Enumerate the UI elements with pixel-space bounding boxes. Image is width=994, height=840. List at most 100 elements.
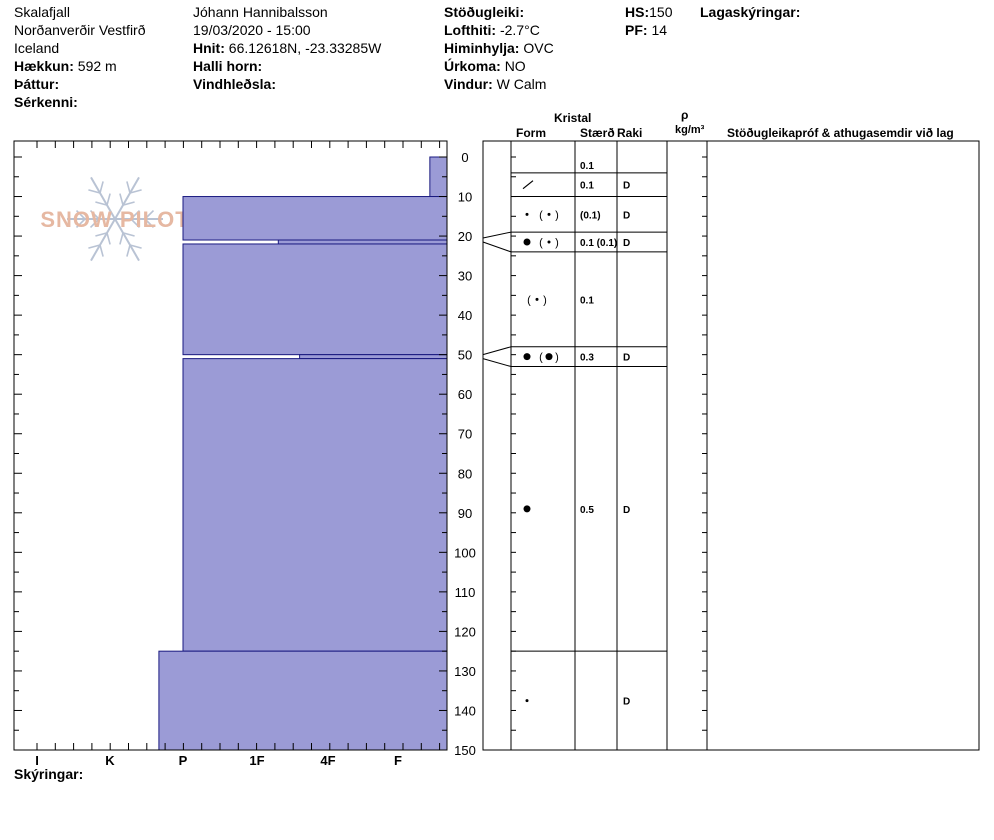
snowflake-branch	[75, 209, 86, 220]
hardness-tick-label: K	[105, 753, 115, 768]
snowflake-branch	[119, 232, 124, 245]
hardness-bar	[277, 239, 448, 245]
snowflake-branch	[95, 201, 108, 206]
hs-value: 150	[649, 4, 673, 20]
layers-label: Lagaskýringar:	[700, 4, 801, 20]
pf-row: PF: 14	[625, 22, 667, 38]
snowflake-branch	[130, 209, 141, 220]
moisture-label: D	[623, 505, 630, 516]
snowflake-branch	[122, 201, 135, 206]
snowflake-branch	[122, 232, 135, 237]
moisture-label: D	[623, 181, 630, 192]
snowflake-arm	[114, 176, 140, 220]
snowflake-branch	[89, 209, 100, 220]
snowflake-arm	[90, 176, 116, 220]
depth-tick-label: 10	[458, 190, 472, 205]
snowpilot-logo: SNOW PILOT	[40, 176, 189, 262]
precip-value: NO	[504, 58, 526, 74]
features-label: Sérkenni:	[14, 94, 78, 110]
snowflake-branch	[88, 244, 101, 249]
hardness-tick-label: 4F	[320, 753, 335, 768]
grain-form-paren-open: (	[539, 352, 543, 364]
hardness-bar	[158, 650, 448, 751]
size-header: Stærð	[580, 126, 615, 140]
sky-label: Himinhylja:	[444, 40, 520, 56]
grain-form-paren-close: )	[555, 352, 559, 364]
observer-name: Jóhann Hannibalsson	[193, 4, 328, 20]
sky-row: Himinhylja: OVC	[444, 40, 554, 56]
depth-tick-label: 120	[454, 624, 476, 639]
location-name: Skalafjall	[14, 4, 71, 20]
snowflake-branch	[88, 189, 101, 194]
depth-tick-label: 130	[454, 664, 476, 679]
grain-form-paren-close: )	[555, 237, 559, 249]
depth-tick-label: 50	[458, 348, 472, 363]
grain-size-label: 0.1	[580, 295, 594, 306]
moisture-label: D	[623, 353, 630, 364]
grain-size-label: (0.1)	[580, 210, 601, 221]
grain-form-secondary-dot	[535, 297, 539, 301]
snowflake-branch	[99, 244, 104, 257]
snowflake-branch	[129, 189, 142, 194]
air-temp-value: -2.7°C	[499, 22, 540, 38]
grain-form-paren-open: (	[527, 294, 531, 306]
hardness-bar	[299, 354, 448, 360]
snowflake-branch	[99, 181, 104, 194]
snowflake-branch	[144, 218, 155, 229]
grain-form-secondary-dot	[547, 212, 551, 216]
depth-tick-label: 110	[455, 585, 476, 600]
snowflake-branch	[106, 232, 111, 245]
wind-label: Vindur:	[444, 76, 493, 92]
hardness-bars	[158, 156, 448, 751]
thin-layer-connector	[482, 231, 512, 253]
snowflake-branch	[119, 193, 124, 206]
hardness-tick-label: F	[394, 753, 402, 768]
grain-form-dot	[523, 238, 531, 246]
elevation-row: Hækkun: 592 m	[14, 58, 117, 74]
depth-tick-label: 90	[458, 506, 472, 521]
depth-tick-label: 0	[461, 150, 468, 165]
coords-label: Hnit:	[193, 40, 225, 56]
grain-size-label: 0.1 (0.1)	[580, 238, 617, 249]
hs-row: HS:150	[625, 4, 672, 20]
air-temp-row: Lofthiti: -2.7°C	[444, 22, 540, 38]
grain-size-label: 0.5	[580, 505, 594, 516]
grain-form-dot	[523, 353, 531, 361]
grain-form-paren-open: (	[539, 209, 543, 221]
observation-datetime: 19/03/2020 - 15:00	[193, 22, 311, 38]
snowflake-branch	[130, 218, 141, 229]
grain-size-label: 0.1	[580, 181, 594, 192]
elevation-value: 592 m	[77, 58, 117, 74]
slope-label: Halli horn:	[193, 58, 263, 74]
footer-label: Skýringar:	[14, 766, 84, 782]
coords-value: 66.12618N, -23.33285W	[228, 40, 382, 56]
depth-axis: 0 10 20 30 40 50 60 70 80 90 100 110 120 130 140 150	[14, 150, 707, 758]
air-temp-label: Lofthiti:	[444, 22, 497, 38]
hs-label: HS:	[625, 4, 650, 20]
comments-header: Stöðugleikapróf & athugasemdir við lag	[727, 126, 954, 140]
snowflake-branch	[129, 244, 142, 249]
moisture-label: D	[623, 697, 630, 708]
snowflake-branch	[95, 232, 108, 237]
stability-label: Stöðugleiki:	[444, 4, 525, 20]
grain-form-slash	[522, 180, 534, 190]
table-frame	[482, 140, 980, 751]
depth-tick-label: 40	[458, 308, 472, 323]
snowflake-branch	[126, 181, 131, 194]
pf-label: PF:	[625, 22, 648, 38]
hardness-tick-label: I	[35, 753, 39, 768]
country-name: Iceland	[14, 40, 60, 56]
aspect-label: Þáttur:	[14, 76, 60, 92]
hardness-tick-label: P	[179, 753, 188, 768]
grain-size-label: 0.3	[580, 353, 594, 364]
precip-row: Úrkoma: NO	[444, 58, 526, 74]
grain-form-paren-open: (	[539, 237, 543, 249]
moisture-label: D	[623, 238, 630, 249]
form-header: Form	[516, 126, 546, 140]
density-symbol: ρ	[681, 108, 689, 122]
density-unit: kg/m³	[675, 124, 705, 136]
logo-text: SNOW PILOT	[40, 207, 189, 232]
snowflake-arm	[114, 218, 140, 262]
chart-frames	[13, 140, 980, 751]
